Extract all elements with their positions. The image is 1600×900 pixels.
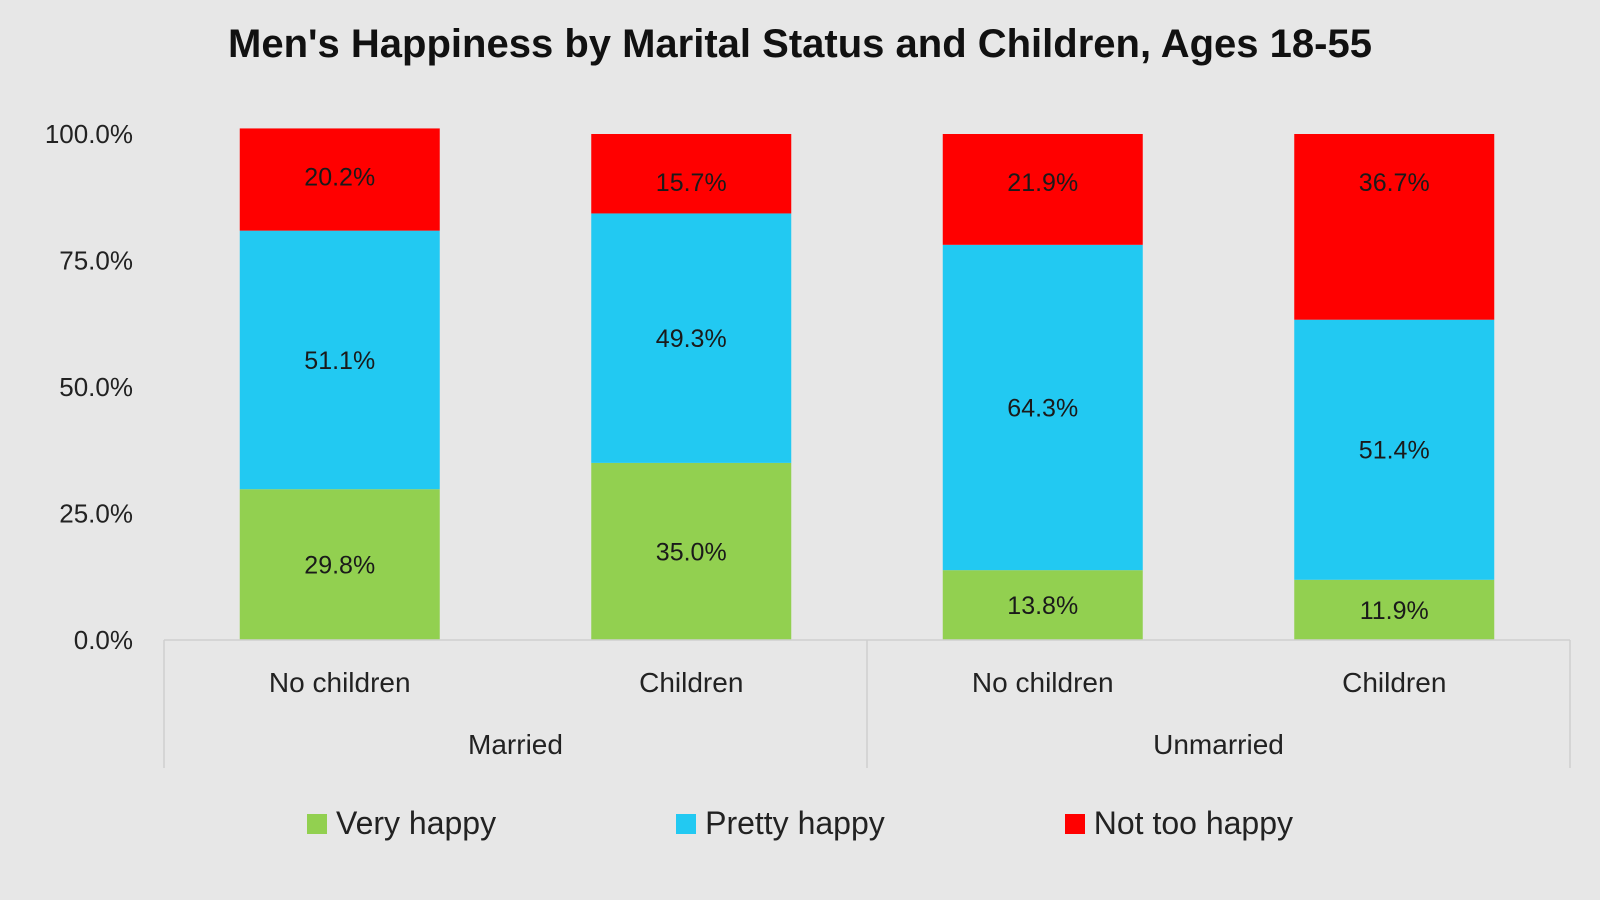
legend-swatch: [676, 813, 697, 834]
y-tick-label: 50.0%: [59, 372, 133, 402]
bar-segment-pretty-happy: [942, 244, 1143, 571]
data-label: 11.9%: [1360, 597, 1429, 625]
legend: Very happy Pretty happy Not too happy: [0, 805, 1600, 842]
legend-swatch: [1064, 813, 1085, 834]
bar-segment-pretty-happy: [239, 230, 440, 490]
data-label: 35.0%: [656, 538, 727, 566]
bar-stack: 35.0% 49.3% 15.7%: [591, 134, 792, 640]
x-group-label: Unmarried: [1153, 729, 1284, 760]
legend-swatch: [306, 813, 327, 834]
bar-stack: 29.8% 51.1% 20.2%: [239, 128, 440, 640]
legend-label: Pretty happy: [705, 805, 885, 841]
data-label: 15.7%: [656, 169, 727, 197]
bar-segment-not-too-happy: [239, 128, 440, 231]
bar-stack: 13.8% 64.3% 21.9%: [942, 134, 1143, 640]
y-tick-label: 25.0%: [59, 499, 133, 529]
y-tick-label: 100.0%: [45, 119, 133, 149]
legend-item: Pretty happy: [676, 805, 885, 842]
x-group-label: Married: [468, 729, 563, 760]
chart-title: Men's Happiness by Marital Status and Ch…: [228, 22, 1372, 66]
y-tick-label: 0.0%: [74, 625, 133, 655]
data-label: 21.9%: [1007, 169, 1078, 197]
data-label: 64.3%: [1007, 394, 1078, 422]
bar-segment-pretty-happy: [591, 213, 792, 463]
data-label: 20.2%: [304, 163, 375, 191]
data-label: 49.3%: [656, 325, 727, 353]
bar-segment-not-too-happy: [591, 134, 792, 214]
bar-segment-very-happy: [942, 570, 1143, 640]
bar-segment-very-happy: [1294, 579, 1495, 640]
legend-label: Very happy: [335, 805, 497, 841]
legend-item: Very happy: [306, 805, 497, 842]
bar-segment-pretty-happy: [1294, 319, 1495, 580]
x-axis: No children Children No children Children Ma…: [163, 639, 1571, 768]
data-label: 36.7%: [1359, 169, 1430, 197]
bar-segment-very-happy: [239, 489, 440, 640]
bar-stacks: 29.8% 51.1% 20.2% 35.0% 49.3% 15.7% 13.8% 64.3%…: [239, 128, 1495, 640]
bar-segment-not-too-happy: [942, 134, 1143, 245]
y-axis: 0.0% 25.0% 50.0% 75.0% 100.0%: [45, 119, 133, 655]
bar-segment-not-too-happy: [1294, 134, 1495, 320]
data-label: 51.4%: [1359, 437, 1430, 465]
bar-segment-very-happy: [591, 462, 792, 640]
x-category-label: Children: [639, 667, 743, 698]
legend-item: Not too happy: [1064, 805, 1293, 842]
y-tick-label: 75.0%: [59, 246, 133, 276]
legend-label: Not too happy: [1093, 805, 1293, 841]
data-label: 29.8%: [304, 552, 375, 580]
bar-stack: 11.9% 51.4% 36.7%: [1294, 134, 1495, 640]
x-category-label: Children: [1342, 667, 1446, 698]
data-label: 13.8%: [1007, 592, 1078, 620]
data-label: 51.1%: [304, 347, 375, 375]
x-category-label: No children: [972, 667, 1114, 698]
stacked-bar-chart: 0.0% 25.0% 50.0% 75.0% 100.0% 29.8% 51.1% 20.2…: [45, 119, 1571, 768]
x-category-label: No children: [269, 667, 411, 698]
